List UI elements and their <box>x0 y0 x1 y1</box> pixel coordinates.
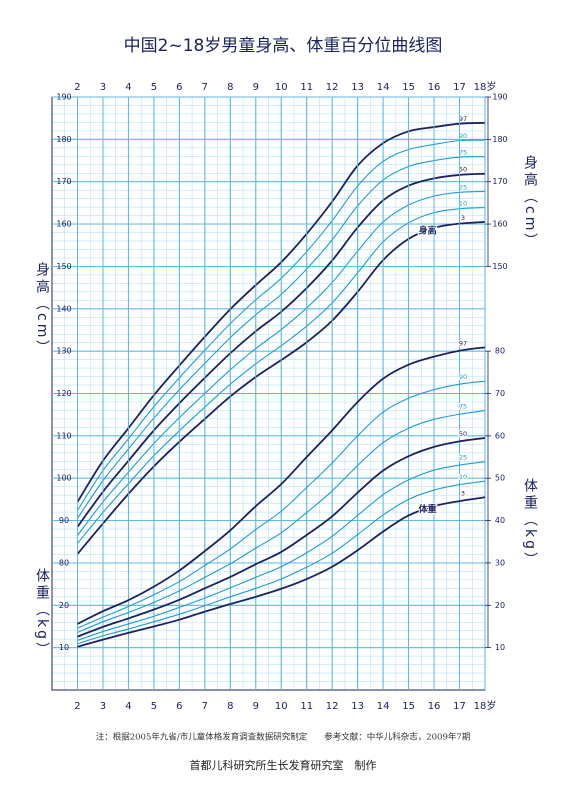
y-tick-label: 150 <box>56 262 71 271</box>
x-tick-label: 15 <box>402 82 415 93</box>
x-tick-label: 16 <box>428 82 441 93</box>
y2-tick-label: 190 <box>492 93 507 102</box>
y2-tick-label: 160 <box>492 220 507 229</box>
y2-axis-title: 身高（cm） <box>522 155 538 251</box>
x-tick-label: 2 <box>74 82 80 93</box>
series-label: 3 <box>461 489 465 497</box>
series-label: 10 <box>459 200 467 208</box>
percentile-line <box>77 461 486 641</box>
x-tick-label: 4 <box>125 82 131 93</box>
x-tick-label: 4 <box>125 701 131 712</box>
y-tick-label: 170 <box>56 177 71 186</box>
x-tick-label: 8 <box>227 82 233 93</box>
series-label: 75 <box>459 149 467 157</box>
x-tick-label: 7 <box>202 82 208 93</box>
x-tick-label: 8 <box>227 701 233 712</box>
percentile-line <box>77 409 486 633</box>
x-tick-label: 13 <box>351 82 364 93</box>
series-label: 97 <box>459 339 467 347</box>
x-tick-label: 10 <box>275 82 288 93</box>
chart-title: 中国2~18岁男童身高、体重百分位曲线图 <box>124 36 443 56</box>
y-axis-title: 身高（cm） <box>34 262 50 358</box>
y2-tick-label: 80 <box>495 347 505 356</box>
x-tick-label: 6 <box>176 82 182 93</box>
annotation: 身高 <box>419 224 437 236</box>
x-tick-label: 9 <box>253 82 259 93</box>
y-tick-label: 120 <box>56 389 71 398</box>
x-tick-label: 13 <box>351 701 364 712</box>
y-tick-label: 190 <box>56 93 71 102</box>
percentile-line <box>77 480 486 645</box>
y2-tick-label: 60 <box>495 431 505 440</box>
y2-axis-title: 体重（kg） <box>522 478 538 569</box>
x-tick-label: 17 <box>453 82 466 93</box>
series-label: 50 <box>459 430 467 438</box>
y-tick-label: 180 <box>56 135 71 144</box>
y2-tick-label: 70 <box>495 389 505 398</box>
y-tick-label: 80 <box>59 558 69 567</box>
series-label: 97 <box>459 115 467 123</box>
series-label: 75 <box>459 402 467 410</box>
x-tick-label: 6 <box>176 701 182 712</box>
x-tick-label: 2 <box>74 701 80 712</box>
x-tick-label: 12 <box>326 82 339 93</box>
series-label: 25 <box>459 454 467 462</box>
y-tick-label: 160 <box>56 220 71 229</box>
y-axis-title: 体重（kg） <box>34 568 50 659</box>
series-label: 3 <box>461 214 465 222</box>
percentile-line <box>77 437 486 638</box>
percentile-line <box>77 380 486 629</box>
x-tick-label: 18岁 <box>474 699 497 712</box>
y-tick-label: 130 <box>56 347 71 356</box>
x-tick-label: 15 <box>402 701 415 712</box>
series-label: 10 <box>459 473 467 481</box>
x-tick-label: 3 <box>100 82 106 93</box>
x-tick-label: 5 <box>151 701 157 712</box>
y2-tick-label: 180 <box>492 135 507 144</box>
series-label: 25 <box>459 183 467 191</box>
x-tick-label: 3 <box>100 701 106 712</box>
footnote: 注：根据2005年九省/市儿童体格发育调查数据研究制定 参考文献：中华儿科杂志，… <box>96 732 471 743</box>
x-tick-label: 14 <box>377 701 390 712</box>
y-tick-label: 90 <box>59 516 69 525</box>
y-tick-label: 100 <box>56 474 71 483</box>
y2-tick-label: 10 <box>495 643 505 652</box>
y2-tick-label: 150 <box>492 262 507 271</box>
series-label: 90 <box>459 373 467 381</box>
y2-tick-label: 50 <box>495 474 505 483</box>
x-tick-label: 12 <box>326 701 339 712</box>
y-tick-label: 140 <box>56 304 71 313</box>
y2-tick-label: 40 <box>495 516 505 525</box>
y2-tick-label: 20 <box>495 601 505 610</box>
x-tick-label: 18岁 <box>474 80 497 93</box>
y-tick-label: 10 <box>59 643 69 652</box>
x-tick-label: 11 <box>300 82 313 93</box>
y-tick-label: 110 <box>56 431 71 440</box>
y2-tick-label: 30 <box>495 558 505 567</box>
percentile-line <box>77 496 486 648</box>
x-tick-label: 9 <box>253 701 259 712</box>
x-tick-label: 7 <box>202 701 208 712</box>
annotation: 体重 <box>419 503 437 515</box>
x-tick-label: 11 <box>300 701 313 712</box>
x-tick-label: 17 <box>453 701 466 712</box>
y2-tick-label: 170 <box>492 177 507 186</box>
x-tick-label: 14 <box>377 82 390 93</box>
y-tick-label: 20 <box>59 601 69 610</box>
series-label: 90 <box>459 132 467 140</box>
x-tick-label: 16 <box>428 701 441 712</box>
credit: 首都儿科研究所生长发育研究室 制作 <box>190 758 377 772</box>
x-tick-label: 10 <box>275 701 288 712</box>
percentile-line <box>77 346 486 625</box>
series-label: 50 <box>459 166 467 174</box>
x-tick-label: 5 <box>151 82 157 93</box>
